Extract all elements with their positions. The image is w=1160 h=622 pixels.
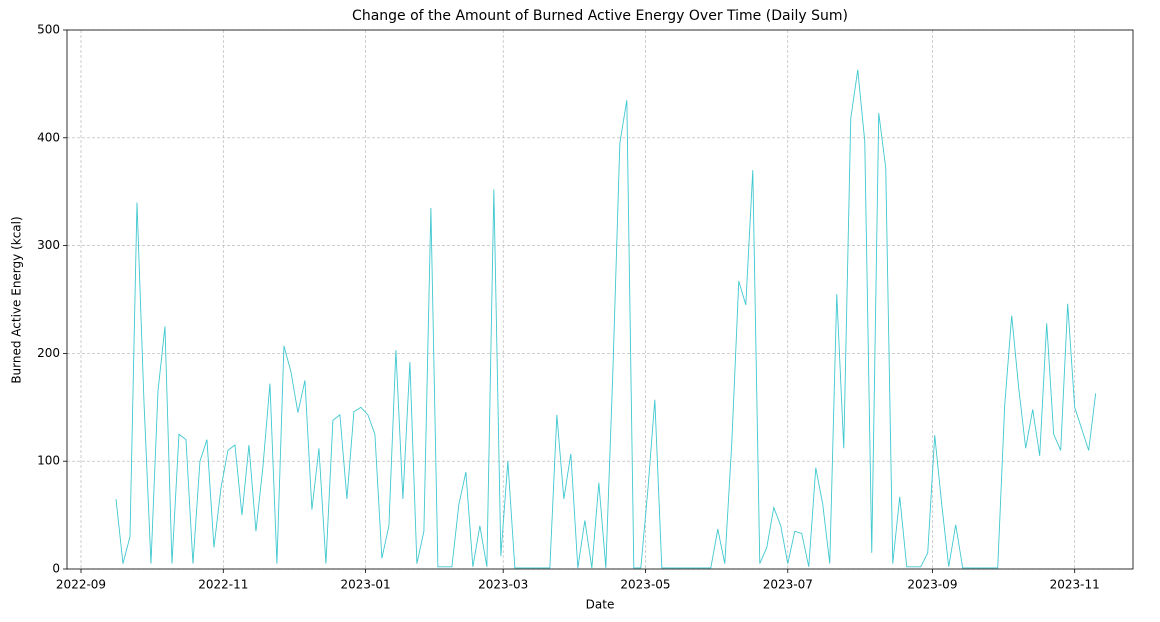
x-tick-label: 2023-09 xyxy=(907,578,957,592)
y-tick-label: 500 xyxy=(37,23,60,37)
x-tick-label: 2023-11 xyxy=(1050,578,1100,592)
y-tick-label: 300 xyxy=(37,238,60,252)
y-tick-label: 100 xyxy=(37,454,60,468)
y-tick-label: 400 xyxy=(37,130,60,144)
x-axis-label: Date xyxy=(586,598,615,612)
chart-title: Change of the Amount of Burned Active En… xyxy=(352,8,848,24)
data-line xyxy=(115,69,1097,569)
x-tick-label: 2022-11 xyxy=(198,578,248,592)
plot-area xyxy=(115,69,1097,569)
grid xyxy=(67,29,1133,570)
y-tick-label: 200 xyxy=(37,346,60,360)
x-tick-label: 2023-05 xyxy=(620,578,670,592)
y-tick-label: 0 xyxy=(52,562,60,576)
x-tick-label: 2023-03 xyxy=(478,578,528,592)
x-tick-label: 2023-07 xyxy=(763,578,813,592)
x-tick-label: 2023-01 xyxy=(341,578,391,592)
y-axis-label: Burned Active Energy (kcal) xyxy=(10,216,24,383)
x-tick-label: 2022-09 xyxy=(56,578,106,592)
axes-frame xyxy=(66,29,1134,570)
